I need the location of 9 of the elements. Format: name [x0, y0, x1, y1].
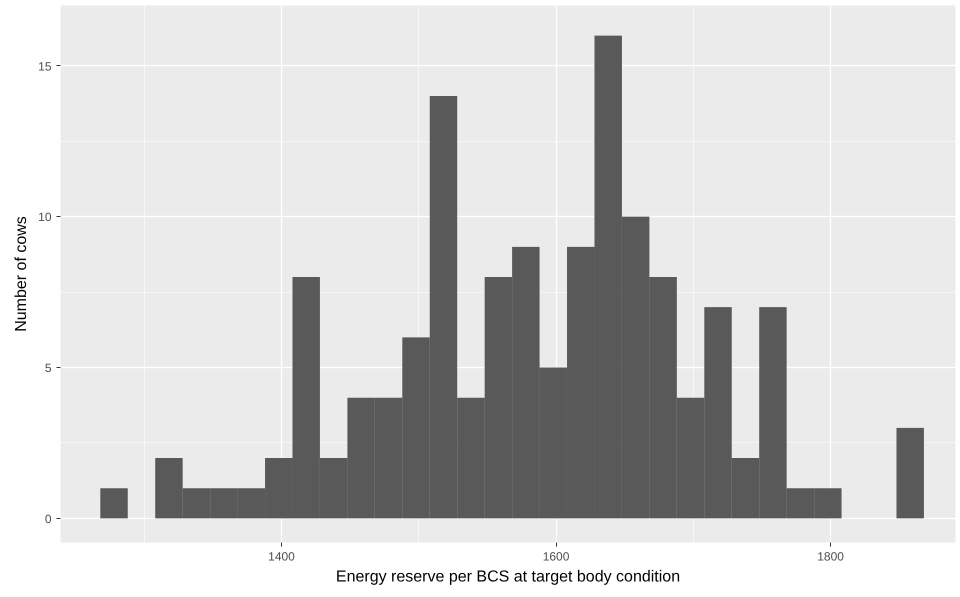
x-tick-label: 1800	[817, 550, 844, 564]
y-axis-title: Number of cows	[13, 216, 30, 332]
x-tick-label: 1400	[268, 550, 296, 564]
x-tick-label: 1600	[542, 550, 570, 564]
y-tick-label: 15	[38, 59, 52, 74]
y-tick-label: 10	[38, 210, 52, 224]
y-tick-label: 5	[44, 361, 52, 376]
y-tick-label: 0	[44, 512, 52, 526]
x-axis-title: Energy reserve per BCS at target body condition	[336, 568, 680, 586]
